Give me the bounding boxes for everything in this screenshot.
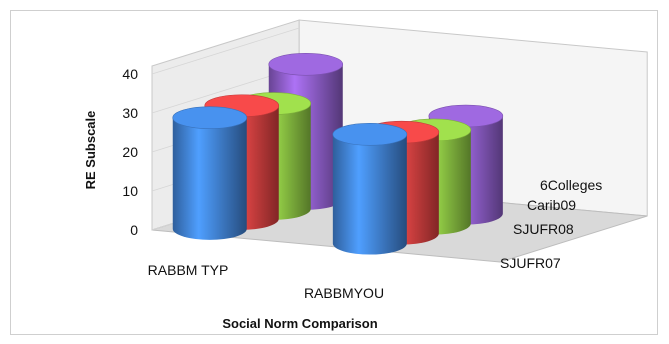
category-labels: RABBM TYP RABBMYOU bbox=[148, 262, 384, 301]
cylinder-top bbox=[332, 123, 408, 146]
cylinder-top bbox=[268, 52, 344, 76]
y-axis-title: RE Subscale bbox=[83, 111, 98, 190]
cylinder-top bbox=[172, 106, 248, 129]
depth-label: 6Colleges bbox=[540, 177, 602, 193]
depth-labels: SJUFR07 SJUFR08 Carib09 6Colleges bbox=[500, 177, 602, 271]
depth-label: SJUFR08 bbox=[513, 221, 574, 237]
y-gridline bbox=[151, 27, 300, 75]
x-axis-title: Social Norm Comparison bbox=[222, 316, 377, 331]
cylinder-bar bbox=[332, 123, 408, 255]
cylinder-body bbox=[332, 134, 407, 255]
depth-label: Carib09 bbox=[527, 197, 576, 213]
y-tick-label: 10 bbox=[122, 183, 138, 199]
y-tick-label: 20 bbox=[122, 144, 138, 160]
category-label: RABBMYOU bbox=[304, 285, 384, 301]
cylinder-body bbox=[172, 117, 247, 240]
cylinder-bar bbox=[172, 106, 248, 240]
bar-group bbox=[172, 52, 504, 255]
y-tick-label: 30 bbox=[122, 105, 138, 121]
y-tick-label: 0 bbox=[130, 222, 138, 238]
depth-label: SJUFR07 bbox=[500, 255, 561, 271]
category-label: RABBM TYP bbox=[148, 262, 229, 278]
y-tick-label: 40 bbox=[122, 66, 138, 82]
